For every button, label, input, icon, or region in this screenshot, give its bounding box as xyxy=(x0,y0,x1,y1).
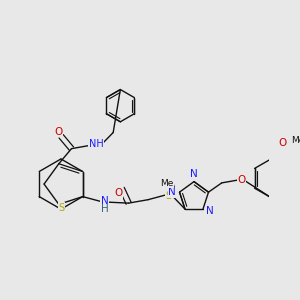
Text: NH: NH xyxy=(89,139,104,149)
Text: O: O xyxy=(237,175,245,185)
Text: S: S xyxy=(58,203,64,213)
Text: H: H xyxy=(100,204,108,214)
Text: N: N xyxy=(190,169,198,179)
Text: N: N xyxy=(169,187,176,197)
Text: Me: Me xyxy=(292,136,300,145)
Text: N: N xyxy=(206,206,214,216)
Text: Me: Me xyxy=(160,178,174,188)
Text: O: O xyxy=(114,188,122,198)
Text: N: N xyxy=(100,196,108,206)
Text: O: O xyxy=(54,127,63,137)
Text: S: S xyxy=(166,191,172,201)
Text: O: O xyxy=(279,138,287,148)
